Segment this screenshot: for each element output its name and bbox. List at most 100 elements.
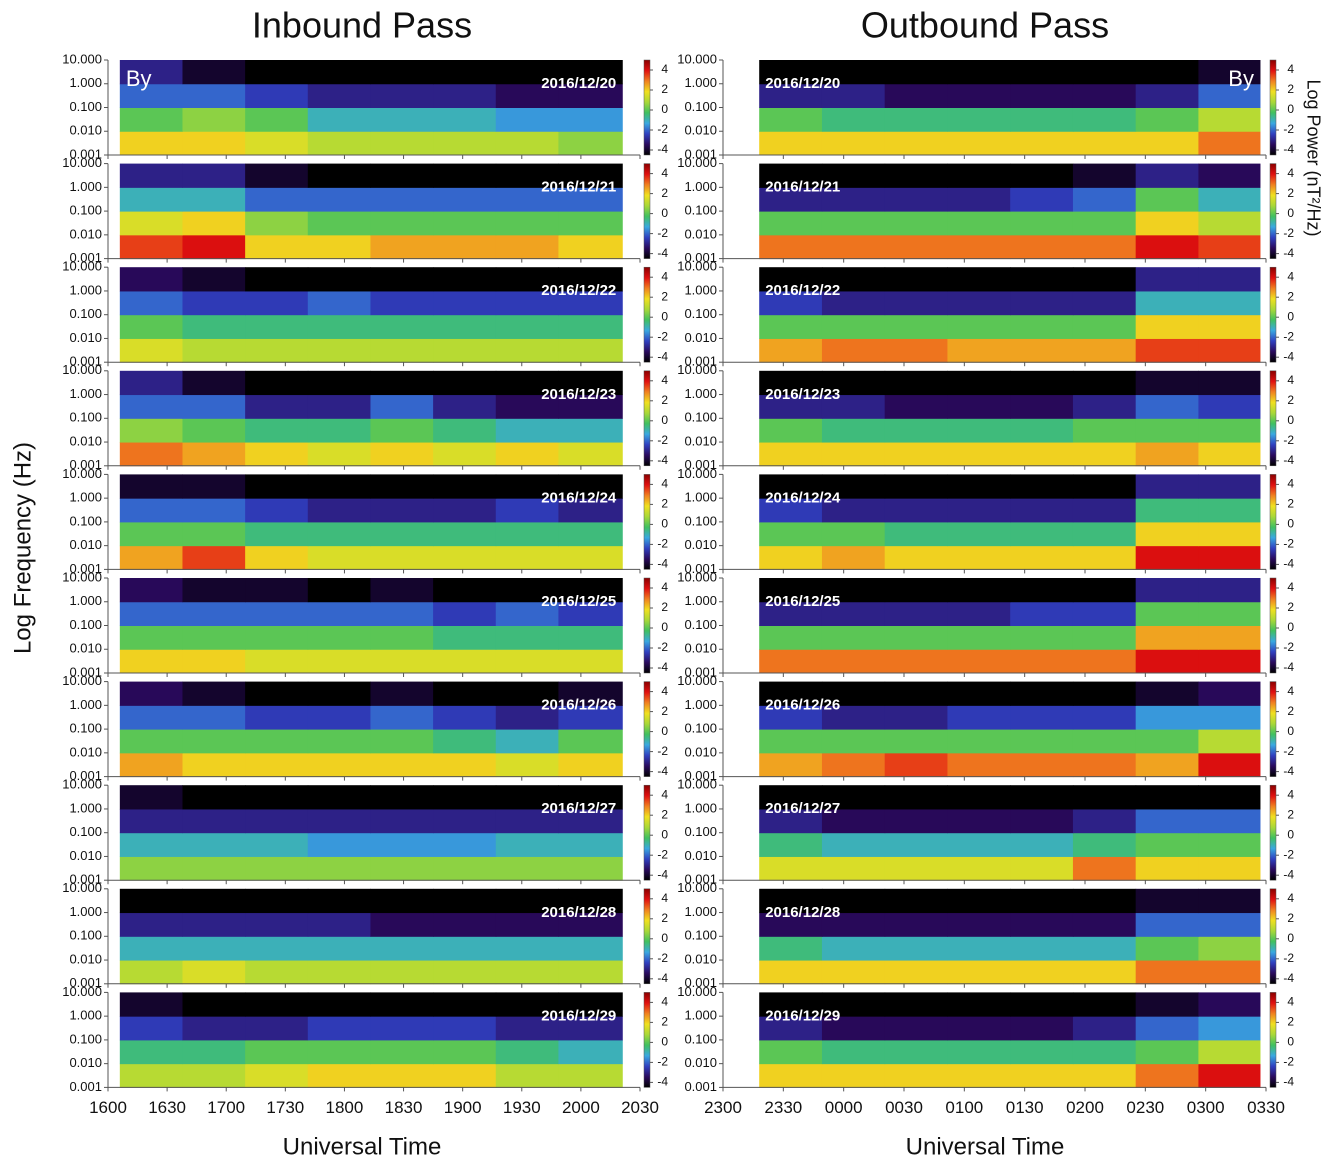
- x-tick-label: 2330: [764, 1098, 802, 1117]
- heatmap-cell: [182, 474, 245, 498]
- heatmap-cell: [1136, 395, 1199, 419]
- heatmap-cell: [759, 936, 822, 960]
- y-tick-label: 0.100: [69, 513, 102, 528]
- heatmap-cell: [1198, 338, 1260, 362]
- heatmap-cell: [822, 729, 885, 753]
- colorbar-tick-label: 4: [1287, 373, 1294, 387]
- panel-date: 2016/12/20: [765, 75, 840, 92]
- heatmap-cell: [558, 235, 622, 259]
- colorbar: [1270, 682, 1276, 777]
- heatmap-cell: [822, 338, 885, 362]
- heatmap-cell: [1010, 913, 1073, 937]
- heatmap-cell: [433, 578, 496, 602]
- colorbar-tick-label: 0: [1287, 724, 1294, 738]
- heatmap-cell: [1136, 833, 1199, 857]
- heatmap-cell: [182, 913, 245, 937]
- x-tick-label: 1630: [148, 1098, 186, 1117]
- heatmap-cell: [1073, 785, 1136, 809]
- heatmap-cell: [1198, 578, 1260, 602]
- heatmap-cell: [308, 602, 371, 626]
- heatmap-cell: [1136, 626, 1199, 650]
- heatmap-cell: [370, 960, 433, 984]
- colorbar-tick-label: 0: [1287, 1035, 1294, 1049]
- heatmap-cell: [496, 315, 559, 339]
- colorbar-tick-label: -2: [657, 951, 668, 965]
- heatmap-cell: [120, 338, 183, 362]
- heatmap-cell: [245, 60, 308, 84]
- heatmap-cell: [182, 211, 245, 235]
- heatmap-cell: [1136, 856, 1199, 880]
- heatmap-cell: [1010, 809, 1073, 833]
- heatmap-cell: [885, 856, 948, 880]
- heatmap-cell: [308, 315, 371, 339]
- heatmap-cell: [1073, 856, 1136, 880]
- heatmap-cell: [1073, 833, 1136, 857]
- heatmap-cell: [120, 578, 183, 602]
- heatmap-cell: [1136, 785, 1199, 809]
- colorbar-tick-label: 0: [1287, 102, 1294, 116]
- heatmap-cell: [1198, 546, 1260, 570]
- heatmap-cell: [947, 371, 1010, 395]
- heatmap-cell: [759, 1064, 822, 1088]
- x-tick-label: 0200: [1066, 1098, 1104, 1117]
- y-tick-label: 0.010: [69, 641, 102, 656]
- colorbar-tick-label: -2: [1283, 433, 1294, 447]
- heatmap-cell: [1073, 164, 1136, 188]
- heatmap-cell: [947, 705, 1010, 729]
- heatmap-cell: [370, 602, 433, 626]
- panel-date: 2016/12/24: [541, 489, 617, 506]
- x-tick-label: 1730: [266, 1098, 304, 1117]
- panel-date: 2016/12/23: [541, 386, 616, 403]
- heatmap-cell: [558, 338, 622, 362]
- y-tick-label: 1.000: [684, 490, 717, 505]
- heatmap-cell: [120, 1064, 183, 1088]
- heatmap-cell: [947, 546, 1010, 570]
- colorbar: [1270, 371, 1276, 466]
- heatmap-cell: [1010, 187, 1073, 211]
- heatmap-cell: [885, 936, 948, 960]
- panel-date: 2016/12/21: [541, 179, 616, 196]
- heatmap-cell: [885, 187, 948, 211]
- heatmap-cell: [120, 833, 183, 857]
- colorbar-tick-label: 0: [661, 517, 668, 531]
- colorbar-tick-label: 4: [1287, 62, 1294, 76]
- heatmap-cell: [370, 187, 433, 211]
- panel-date: 2016/12/27: [541, 800, 616, 817]
- heatmap-cell: [947, 131, 1010, 155]
- heatmap-cell: [558, 729, 622, 753]
- heatmap-cell: [885, 602, 948, 626]
- colorbar-tick-label: 0: [661, 413, 668, 427]
- heatmap-cell: [822, 522, 885, 546]
- y-tick-label: 0.010: [69, 951, 102, 966]
- colorbar-tick-label: -4: [657, 764, 668, 778]
- y-tick-label: 0.010: [69, 848, 102, 863]
- heatmap-cell: [120, 522, 183, 546]
- colorbar-tick-label: 0: [1287, 413, 1294, 427]
- colorbar-tick-label: 0: [1287, 206, 1294, 220]
- heatmap-cell: [1136, 187, 1199, 211]
- heatmap-cell: [1136, 84, 1199, 108]
- heatmap-cell: [1010, 164, 1073, 188]
- heatmap-cell: [433, 211, 496, 235]
- heatmap-cell: [947, 602, 1010, 626]
- colorbar-tick-label: 4: [661, 891, 668, 905]
- heatmap-cell: [308, 474, 371, 498]
- heatmap-cell: [822, 626, 885, 650]
- heatmap-cell: [245, 785, 308, 809]
- heatmap-cell: [182, 108, 245, 132]
- y-tick-label: 10.000: [677, 673, 717, 688]
- heatmap-cell: [1010, 729, 1073, 753]
- heatmap-cell: [308, 705, 371, 729]
- heatmap-cell: [496, 626, 559, 650]
- y-tick-label: 0.010: [684, 537, 717, 552]
- heatmap-cell: [245, 913, 308, 937]
- colorbar-tick-label: 2: [1287, 807, 1294, 821]
- y-tick-label: 10.000: [677, 880, 717, 895]
- y-tick-label: 0.001: [684, 1079, 717, 1094]
- heatmap-cell: [370, 626, 433, 650]
- heatmap-cell: [182, 602, 245, 626]
- heatmap-cell: [558, 960, 622, 984]
- heatmap-cell: [822, 856, 885, 880]
- colorbar: [644, 889, 650, 984]
- heatmap-cell: [885, 785, 948, 809]
